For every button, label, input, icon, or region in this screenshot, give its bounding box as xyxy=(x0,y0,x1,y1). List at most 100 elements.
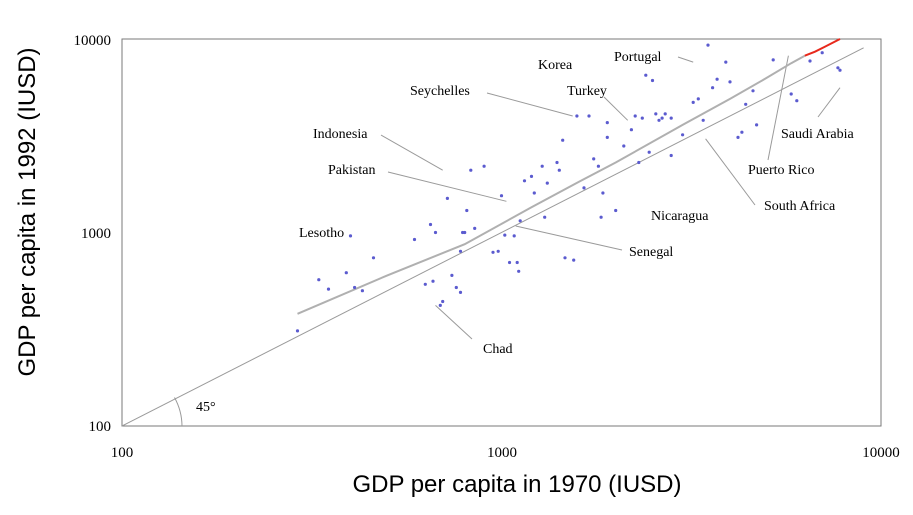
data-point xyxy=(637,160,641,165)
x-tick-100: 100 xyxy=(111,445,134,461)
data-point xyxy=(771,58,775,62)
data-point xyxy=(371,256,376,260)
y-axis-title: GDP per capita in 1992 (IUSD) xyxy=(14,47,41,376)
reference-45-degree-line xyxy=(121,47,864,427)
annotation-chad: Chad xyxy=(483,342,513,357)
data-point xyxy=(647,150,651,154)
leader-line-seychelles xyxy=(486,92,573,117)
data-point xyxy=(517,269,521,273)
fit-line-extension xyxy=(804,38,841,57)
y-tick-100: 100 xyxy=(89,419,112,435)
data-point xyxy=(605,121,609,125)
data-point xyxy=(601,191,605,195)
data-point xyxy=(507,260,512,265)
x-tick-10000: 10000 xyxy=(862,445,900,461)
data-point xyxy=(838,68,842,72)
data-point xyxy=(463,230,467,235)
data-point xyxy=(557,168,561,172)
data-point xyxy=(644,73,648,77)
data-point xyxy=(450,273,454,277)
data-point xyxy=(344,271,348,275)
data-point xyxy=(836,66,840,70)
data-point xyxy=(663,112,667,116)
data-point xyxy=(605,135,609,139)
angle-label: 45° xyxy=(196,400,216,415)
annotation-lesotho: Lesotho xyxy=(299,226,344,241)
annotation-leaders xyxy=(380,55,841,340)
data-point xyxy=(431,279,435,283)
y-tick-1000: 1000 xyxy=(81,226,111,242)
annotation-seychelles: Seychelles xyxy=(410,84,470,99)
data-point xyxy=(491,250,495,254)
data-point xyxy=(808,59,812,63)
data-point xyxy=(441,299,445,304)
data-point xyxy=(728,80,732,84)
data-point xyxy=(515,260,519,265)
data-point xyxy=(465,208,469,213)
data-point xyxy=(326,287,331,291)
leader-line-indonesia xyxy=(380,134,443,171)
data-point xyxy=(582,186,586,190)
annotation-turkey: Turkey xyxy=(567,84,607,99)
data-point xyxy=(795,99,799,103)
leader-line-senegal xyxy=(515,225,623,251)
data-point xyxy=(724,60,728,64)
data-point xyxy=(412,237,417,242)
x-axis-title: GDP per capita in 1970 (IUSD) xyxy=(352,471,681,498)
data-point xyxy=(650,78,655,83)
data-point xyxy=(496,249,500,253)
leader-line-pakistan xyxy=(387,171,507,202)
y-tick-10000: 10000 xyxy=(74,33,112,49)
data-point xyxy=(596,164,601,168)
data-point xyxy=(736,135,740,139)
data-point xyxy=(701,118,705,122)
data-point xyxy=(640,116,644,120)
data-point xyxy=(469,168,473,172)
data-point xyxy=(433,230,438,235)
data-point xyxy=(529,174,534,178)
data-point xyxy=(660,116,664,120)
data-point xyxy=(540,164,544,168)
data-point xyxy=(575,114,579,118)
annotation-nicaragua: Nicaragua xyxy=(651,209,709,224)
data-point xyxy=(789,92,793,96)
data-point xyxy=(691,100,695,104)
data-point xyxy=(715,77,719,81)
leader-line-portugal xyxy=(677,56,694,63)
data-point xyxy=(633,114,637,118)
data-point xyxy=(657,118,661,122)
data-point xyxy=(820,51,824,55)
data-point xyxy=(669,153,673,158)
leader-line-saudi-arabia xyxy=(817,87,841,118)
data-point xyxy=(599,215,603,219)
data-point xyxy=(563,256,567,260)
data-point xyxy=(503,233,507,237)
leader-line-turkey xyxy=(603,96,629,121)
data-point xyxy=(522,179,527,183)
leader-line-chad xyxy=(435,305,473,340)
data-point xyxy=(428,222,433,227)
data-point xyxy=(561,138,565,142)
annotation-pakistan: Pakistan xyxy=(328,163,375,178)
data-points xyxy=(295,43,842,333)
data-point xyxy=(572,258,576,262)
data-point xyxy=(629,128,634,132)
annotation-portugal: Portugal xyxy=(614,50,662,65)
data-point xyxy=(592,157,596,161)
data-point xyxy=(445,196,449,200)
angle-arc xyxy=(174,397,183,427)
data-point xyxy=(669,116,673,120)
data-point xyxy=(711,86,715,90)
annotation-senegal: Senegal xyxy=(629,245,673,260)
leader-line-south-africa xyxy=(705,138,756,206)
data-point xyxy=(518,219,522,223)
data-point xyxy=(696,97,700,101)
x-tick-1000: 1000 xyxy=(487,445,517,461)
data-point xyxy=(423,282,427,286)
data-point xyxy=(622,144,626,148)
data-point xyxy=(755,123,759,127)
data-point xyxy=(499,194,504,198)
data-point xyxy=(532,191,536,195)
annotation-korea: Korea xyxy=(538,58,573,73)
